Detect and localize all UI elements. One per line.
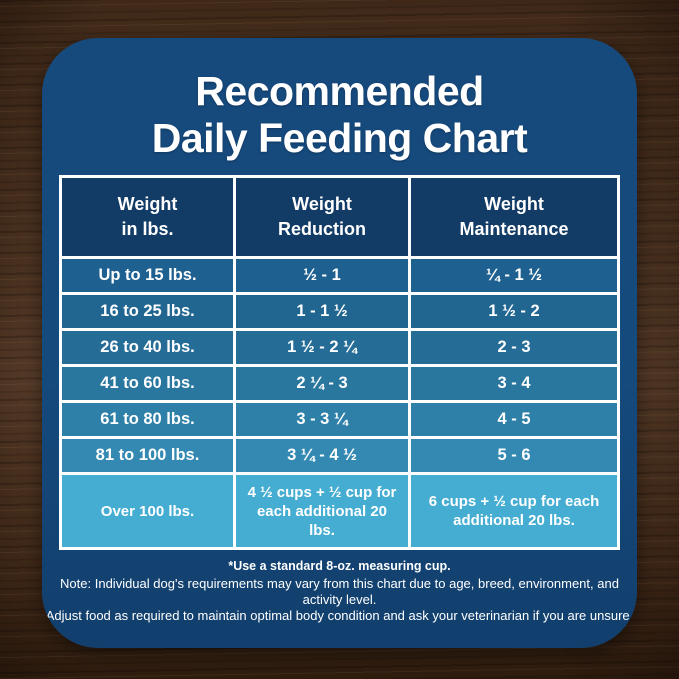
reduction-amount-cell: 3 - 3 ¼ — [236, 403, 408, 436]
maintenance-amount-cell: ¼ - 1 ½ — [411, 259, 617, 292]
reduction-amount-cell: 1 - 1 ½ — [236, 295, 408, 328]
weight-range-cell: 16 to 25 lbs. — [62, 295, 233, 328]
column-header-weight: Weight in lbs. — [62, 178, 233, 256]
weight-range-cell: 26 to 40 lbs. — [62, 331, 233, 364]
weight-range-cell: 81 to 100 lbs. — [62, 439, 233, 472]
note-line-2: Adjust food as required to maintain opti… — [45, 608, 634, 623]
maintenance-amount-cell: 2 - 3 — [411, 331, 617, 364]
table-row: 81 to 100 lbs. 3 ¼ - 4 ½ 5 - 6 — [62, 439, 617, 472]
maintenance-amount-cell: 1 ½ - 2 — [411, 295, 617, 328]
measuring-cup-footnote: *Use a standard 8-oz. measuring cup. — [228, 559, 451, 573]
page-title: Recommended Daily Feeding Chart — [42, 68, 637, 162]
reduction-amount-cell: 1 ½ - 2 ¼ — [236, 331, 408, 364]
table-row: 41 to 60 lbs. 2 ¼ - 3 3 - 4 — [62, 367, 617, 400]
maintenance-amount-cell: 4 - 5 — [411, 403, 617, 436]
reduction-amount-cell: 2 ¼ - 3 — [236, 367, 408, 400]
weight-range-cell: Over 100 lbs. — [62, 475, 233, 547]
weight-range-cell: 41 to 60 lbs. — [62, 367, 233, 400]
feeding-chart-card: Recommended Daily Feeding Chart Weight i… — [42, 38, 637, 648]
title-line-2: Daily Feeding Chart — [151, 115, 528, 161]
maintenance-amount-cell: 3 - 4 — [411, 367, 617, 400]
maintenance-amount-cell: 6 cups + ½ cup for each additional 20 lb… — [411, 475, 617, 547]
table-header-row: Weight in lbs. Weight Reduction Weight M… — [62, 178, 617, 256]
table-row: 16 to 25 lbs. 1 - 1 ½ 1 ½ - 2 — [62, 295, 617, 328]
table-row-over-100: Over 100 lbs. 4 ½ cups + ½ cup for each … — [62, 475, 617, 547]
table-row: Up to 15 lbs. ½ - 1 ¼ - 1 ½ — [62, 259, 617, 292]
footnotes: *Use a standard 8-oz. measuring cup. Not… — [42, 559, 637, 624]
reduction-amount-cell: 4 ½ cups + ½ cup for each additional 20 … — [236, 475, 408, 547]
weight-range-cell: Up to 15 lbs. — [62, 259, 233, 292]
table-row: 61 to 80 lbs. 3 - 3 ¼ 4 - 5 — [62, 403, 617, 436]
table-row: 26 to 40 lbs. 1 ½ - 2 ¼ 2 - 3 — [62, 331, 617, 364]
weight-range-cell: 61 to 80 lbs. — [62, 403, 233, 436]
column-header-weight-maintenance: Weight Maintenance — [411, 178, 617, 256]
reduction-amount-cell: ½ - 1 — [236, 259, 408, 292]
title-line-1: Recommended — [195, 68, 484, 114]
note-line-1: Note: Individual dog's requirements may … — [60, 576, 619, 607]
column-header-weight-reduction: Weight Reduction — [236, 178, 408, 256]
feeding-table: Weight in lbs. Weight Reduction Weight M… — [59, 175, 620, 550]
maintenance-amount-cell: 5 - 6 — [411, 439, 617, 472]
reduction-amount-cell: 3 ¼ - 4 ½ — [236, 439, 408, 472]
